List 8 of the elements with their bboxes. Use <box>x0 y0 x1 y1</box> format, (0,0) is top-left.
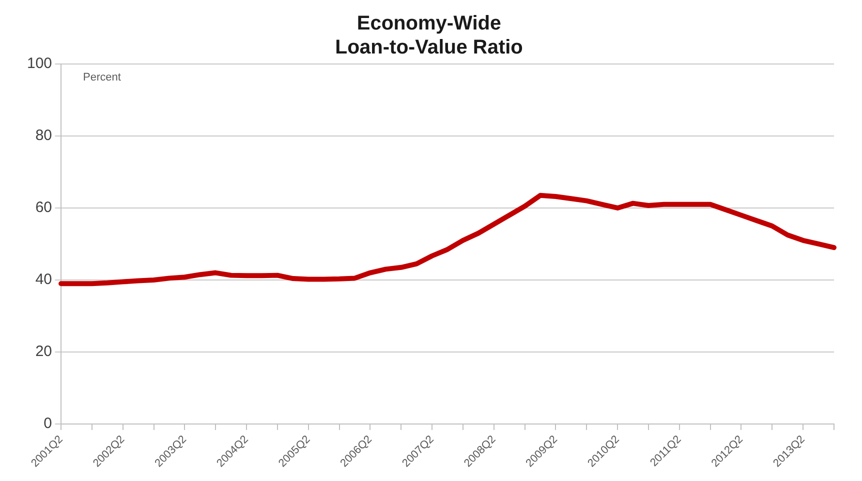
y-axis-title: Percent <box>83 72 121 84</box>
y-tick-label: 20 <box>35 343 52 360</box>
y-tick-label: 80 <box>35 127 52 144</box>
y-tick-label: 100 <box>26 55 52 72</box>
chart-title: Economy-Wide Loan-to-Value Ratio <box>335 12 523 59</box>
y-tick-label: 60 <box>35 199 52 216</box>
y-tick-label: 0 <box>44 415 52 432</box>
y-tick-label: 40 <box>35 271 52 288</box>
